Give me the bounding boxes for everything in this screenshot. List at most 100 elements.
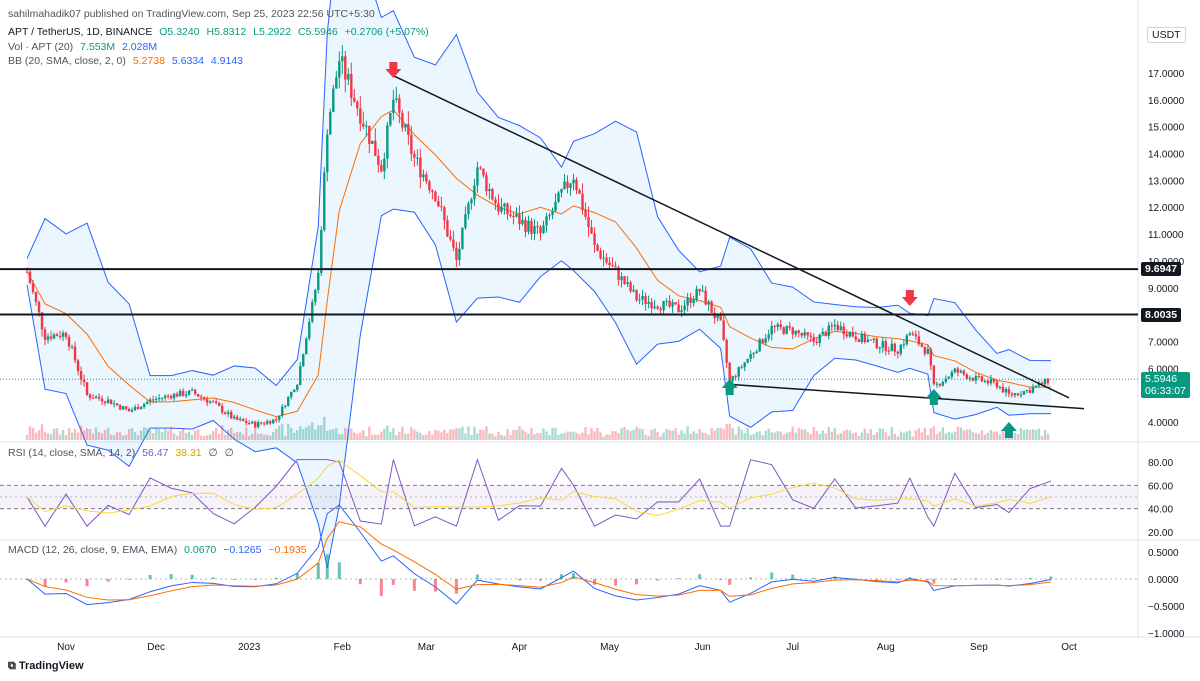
candle-body — [995, 381, 999, 388]
candle-body — [422, 174, 425, 178]
volume-bar — [356, 433, 359, 440]
macd-histogram-bar — [728, 579, 732, 585]
candle-body — [287, 397, 290, 406]
volume-bar — [1034, 430, 1038, 440]
volume-bar — [434, 430, 437, 440]
volume-bar — [716, 428, 719, 440]
volume-bar — [899, 431, 903, 440]
candle-body — [272, 419, 275, 424]
volume-bar — [160, 431, 164, 440]
volume-bar — [746, 428, 749, 440]
volume-bar — [926, 435, 930, 440]
volume-bar — [139, 430, 143, 440]
candle-body — [449, 236, 452, 240]
volume-legend: Vol · APT (20) 7.553M 2.028M — [8, 41, 161, 53]
volume-bar — [836, 434, 839, 440]
volume-bar — [713, 430, 716, 440]
candle-body — [428, 181, 431, 191]
time-tick-2: 2023 — [238, 642, 261, 653]
volume-bar — [767, 428, 770, 440]
candle-body — [854, 336, 857, 340]
candle-body — [380, 164, 383, 172]
volume-bar — [806, 432, 809, 440]
volume-bar — [677, 434, 680, 440]
volume-bar — [833, 427, 836, 440]
volume-bar — [821, 430, 824, 440]
volume-bar — [281, 423, 284, 440]
candle-body — [136, 406, 140, 410]
candle-body — [869, 339, 872, 341]
candle-body — [704, 290, 707, 305]
macd-histogram-bar — [211, 577, 215, 579]
volume-bar — [193, 430, 197, 440]
volume-bar — [539, 433, 542, 440]
volume-bar — [344, 427, 347, 440]
volume-bar — [686, 426, 689, 440]
macd-histogram-bar — [106, 579, 110, 582]
volume-bar — [353, 432, 356, 440]
volume-bar — [145, 427, 149, 440]
macd-histogram-bar — [1049, 576, 1053, 579]
volume-bar — [211, 431, 215, 440]
volume-bar — [407, 433, 410, 440]
candle-body — [413, 153, 416, 158]
currency-button[interactable]: USDT — [1147, 27, 1186, 43]
candle-body — [464, 214, 467, 228]
ohlc-change: +0.2706 (+5.07%) — [344, 26, 429, 38]
candle-body — [950, 372, 954, 377]
candle-body — [452, 239, 455, 248]
macd-histogram-bar — [475, 574, 479, 579]
candle-body — [326, 134, 329, 173]
volume-bar — [794, 432, 797, 440]
volume-bar — [584, 426, 587, 440]
candle-body — [506, 203, 509, 215]
candle-body — [410, 134, 413, 154]
volume-bar — [509, 434, 512, 440]
candle-body — [166, 395, 170, 397]
candle-body — [130, 410, 134, 412]
volume-bar — [503, 435, 506, 440]
volume-bar — [473, 426, 476, 440]
candle-body — [656, 306, 659, 309]
price-tick-6: 11.0000 — [1148, 230, 1184, 241]
volume-bar — [935, 434, 939, 440]
candle-body — [959, 370, 963, 373]
candle-body — [665, 300, 668, 302]
macd-histogram-bar — [232, 579, 236, 580]
volume-bar — [662, 432, 665, 440]
volume-bar — [845, 429, 848, 440]
candle-body — [710, 301, 713, 313]
candle-body — [617, 267, 620, 281]
candle-body — [290, 391, 293, 398]
volume-bar — [911, 436, 915, 440]
candle-body — [935, 383, 939, 385]
candle-body — [575, 179, 578, 191]
volume-bar — [458, 428, 461, 440]
candle-body — [635, 289, 638, 301]
volume-bar — [73, 428, 77, 440]
candle-body — [139, 406, 143, 410]
volume-bar — [377, 434, 380, 440]
candle-body — [202, 397, 206, 400]
candle-body — [85, 382, 89, 395]
volume-bar — [220, 425, 224, 440]
candle-body — [905, 335, 909, 345]
volume-bar — [932, 426, 936, 440]
volume-bar — [205, 435, 209, 440]
last-price-value: 5.5946 — [1145, 373, 1178, 386]
volume-bar — [383, 428, 386, 440]
candle-body — [482, 168, 485, 176]
volume-bar — [890, 427, 894, 440]
candle-body — [1040, 382, 1044, 385]
candle-body — [1007, 389, 1011, 394]
volume-bar — [908, 430, 912, 440]
candle-body — [848, 332, 851, 337]
bb-basis-line — [26, 109, 1051, 418]
candle-body — [653, 306, 656, 309]
candle-body — [515, 213, 518, 217]
candle-body — [389, 112, 392, 126]
volume-bar — [848, 430, 851, 440]
volume-bar — [37, 430, 41, 440]
volume-bar — [839, 433, 842, 440]
